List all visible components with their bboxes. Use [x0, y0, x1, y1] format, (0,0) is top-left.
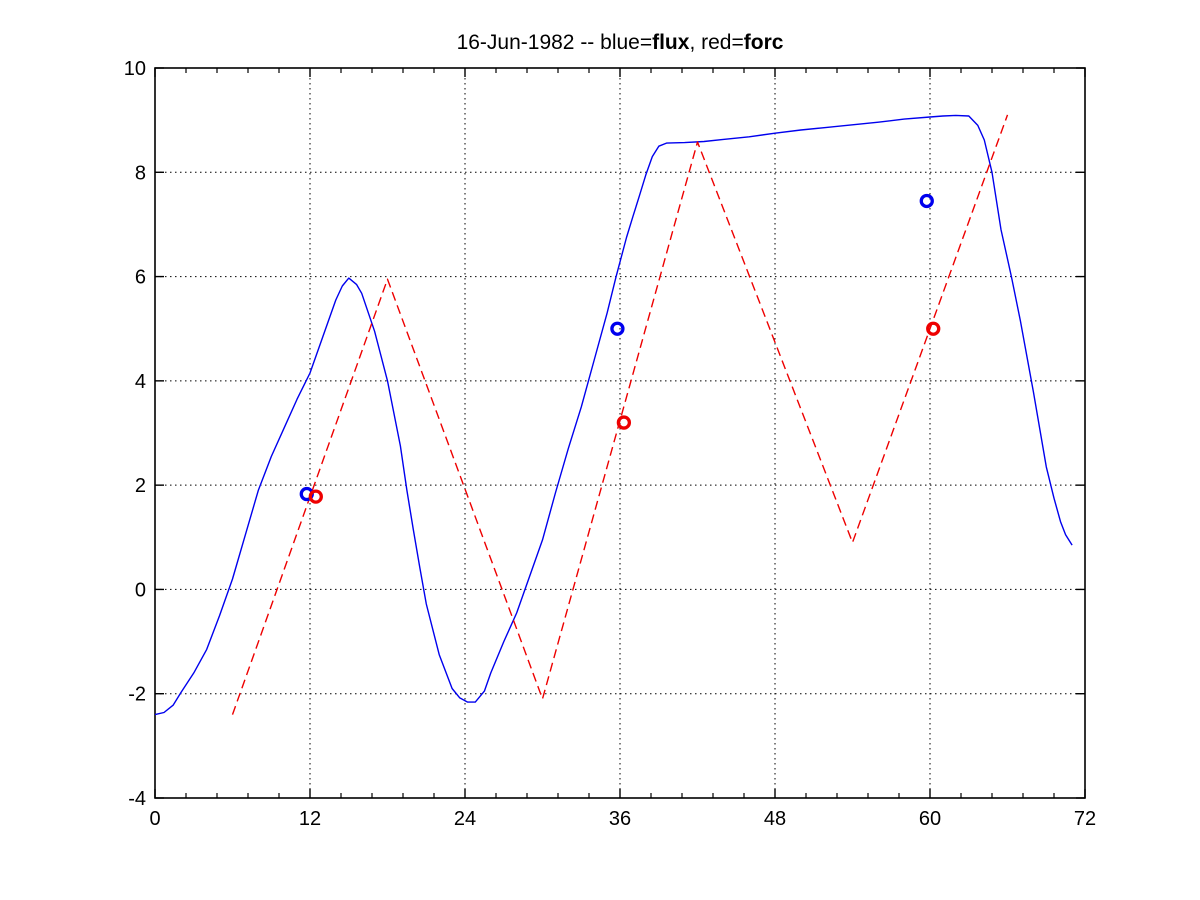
forc-marker	[926, 321, 941, 336]
x-tick-label: 12	[299, 808, 321, 830]
y-tick-label: 4	[135, 371, 146, 393]
x-tick-label: 48	[764, 808, 786, 830]
x-tick-label: 0	[149, 808, 160, 830]
flux-marker	[610, 321, 625, 336]
flux-markers	[299, 193, 934, 502]
ticks	[154, 67, 1086, 799]
x-tick-label: 36	[609, 808, 631, 830]
y-tick-label: 0	[135, 579, 146, 601]
x-tick-label: 72	[1074, 808, 1096, 830]
y-tick-label: 10	[124, 58, 146, 80]
gridlines	[155, 68, 1085, 798]
y-tick-label: 8	[135, 162, 146, 184]
y-tick-label: 2	[135, 475, 146, 497]
title-text: , red=	[689, 31, 743, 54]
flux-line	[154, 114, 1073, 716]
title-series-name: flux	[652, 31, 690, 54]
chart-title: 16-Jun-1982 -- blue=flux, red=forc	[457, 31, 784, 54]
y-tick-label: 6	[135, 267, 146, 289]
x-tick-label: 24	[454, 808, 476, 830]
forc-markers	[308, 321, 941, 504]
forc-line	[231, 114, 1009, 715]
flux-marker	[919, 193, 934, 209]
y-tick-label: -2	[128, 684, 146, 706]
x-tick-label: 60	[919, 808, 941, 830]
forc-marker	[308, 489, 323, 504]
title-series-name: forc	[744, 31, 784, 54]
title-text: 16-Jun-1982 -- blue=	[457, 31, 653, 54]
forc-marker	[616, 415, 632, 430]
y-tick-label: -4	[128, 788, 146, 810]
